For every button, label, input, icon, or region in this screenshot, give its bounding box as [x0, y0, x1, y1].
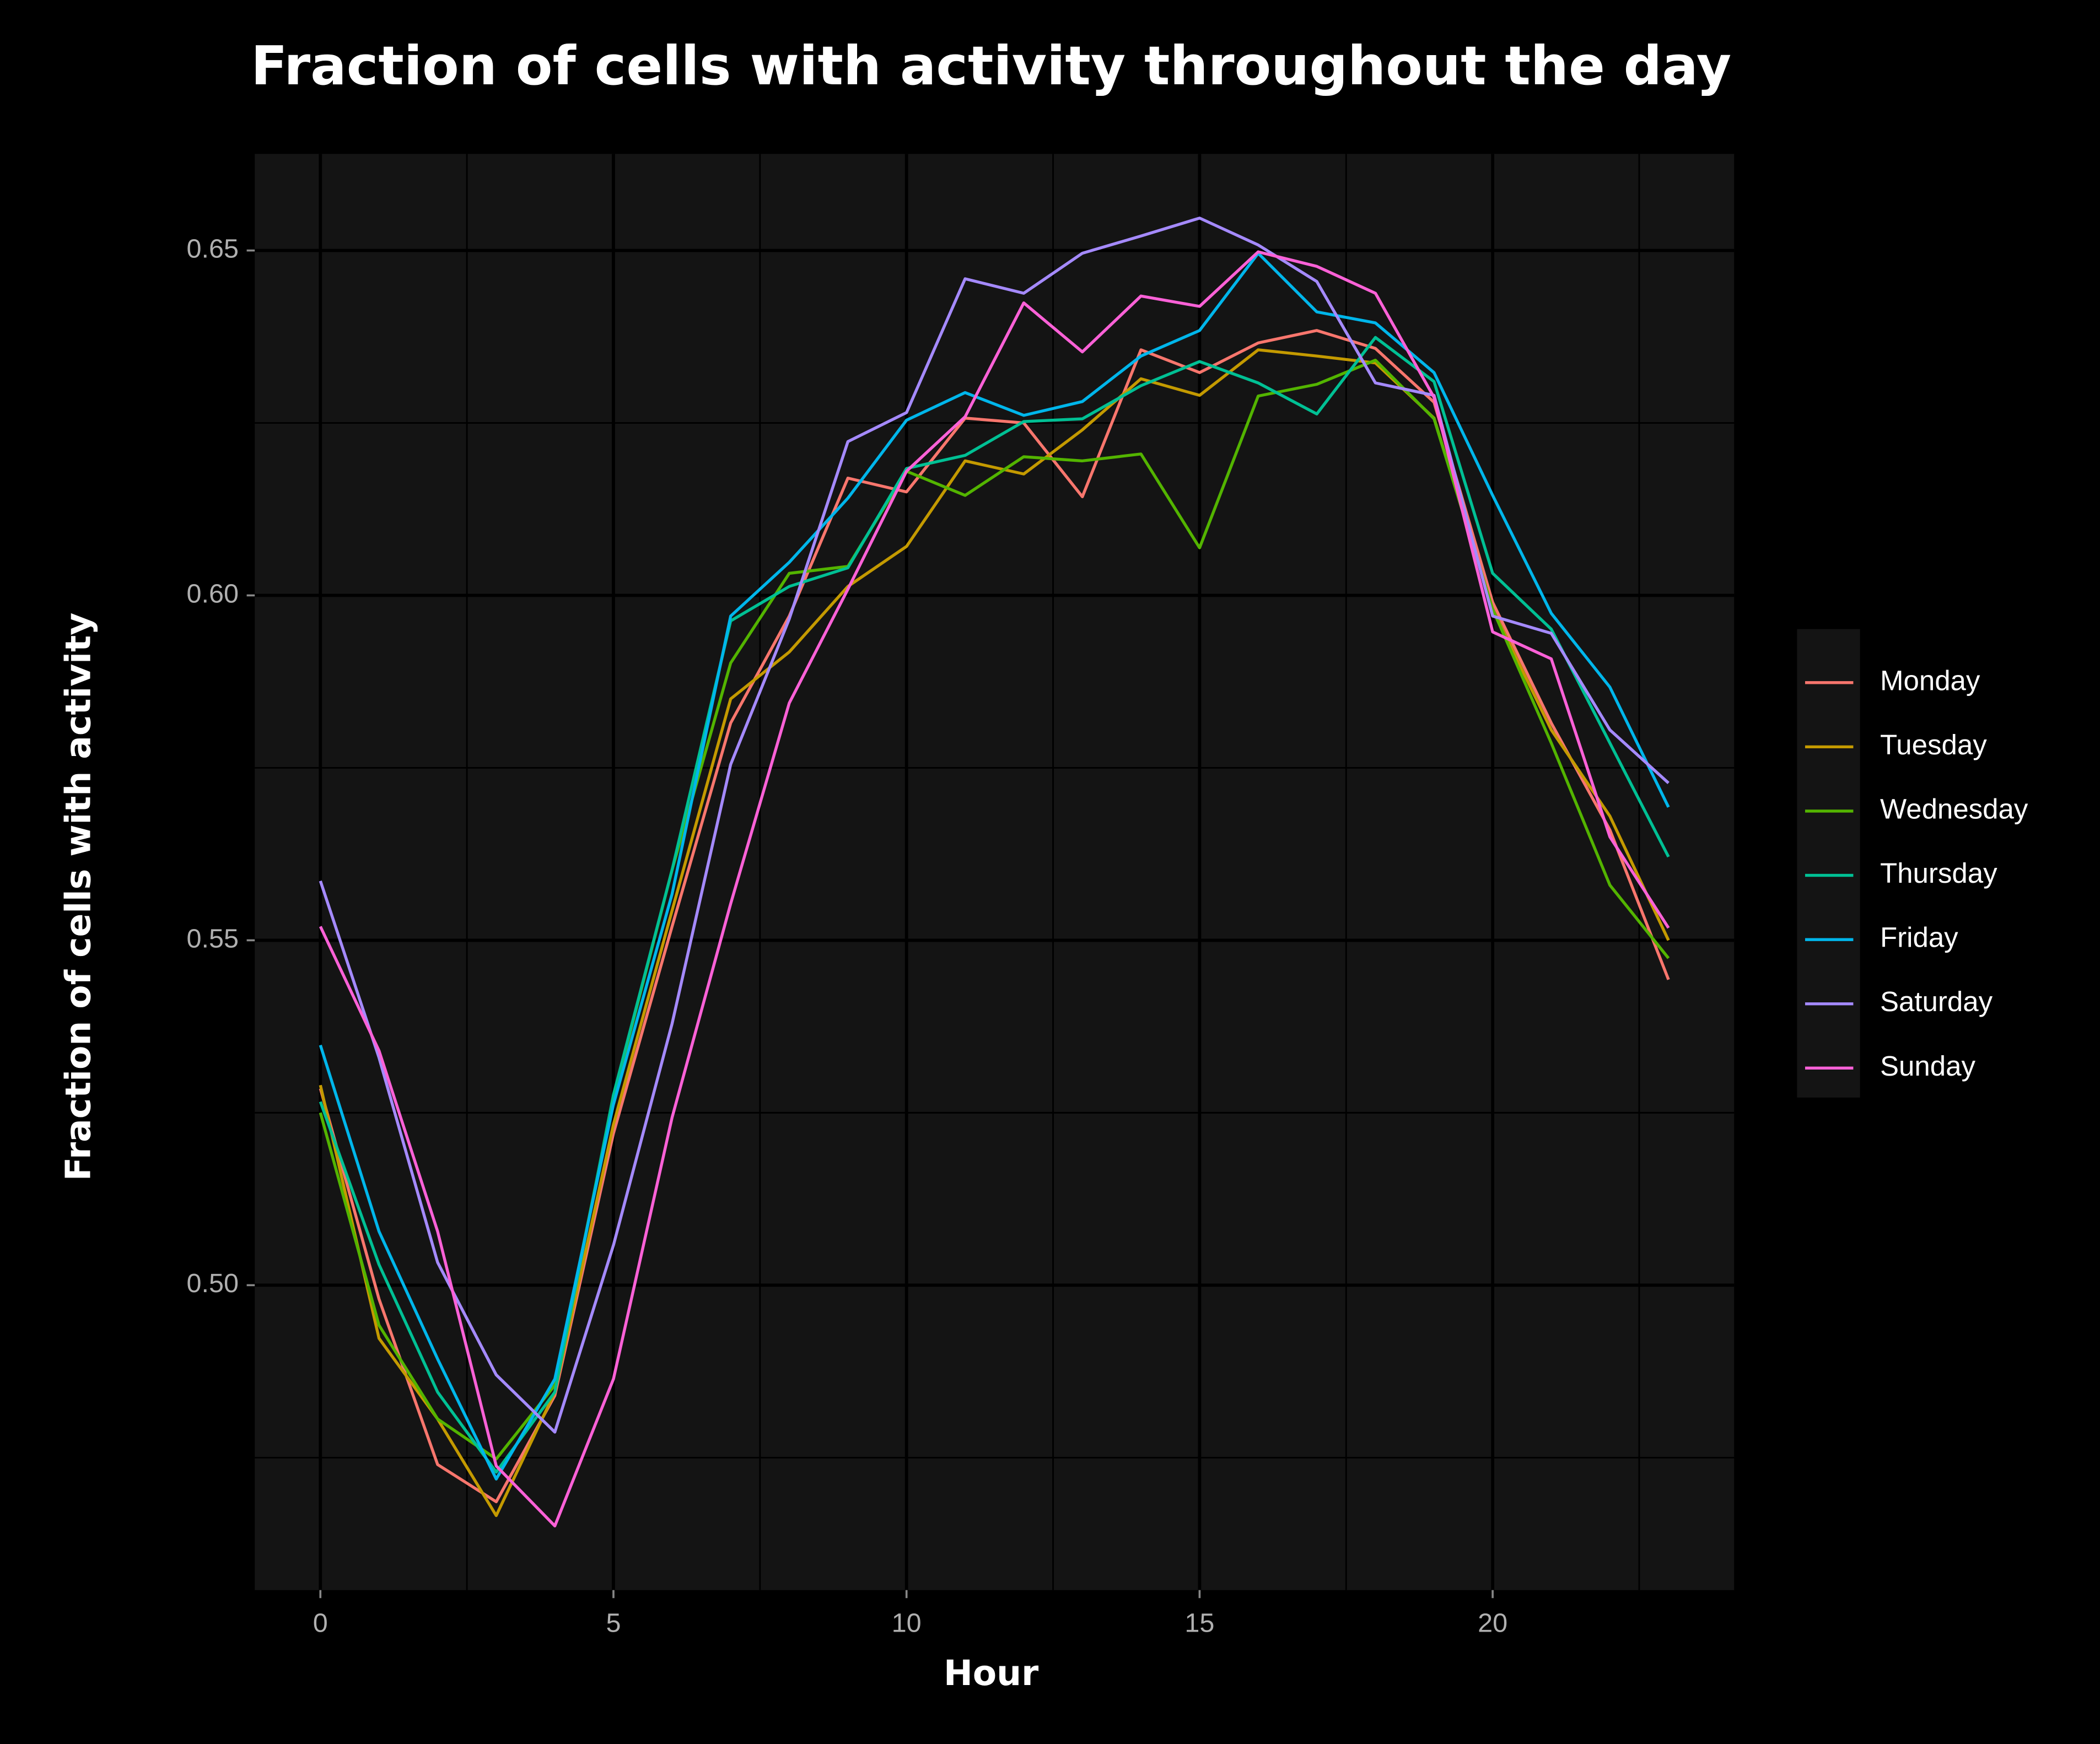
- legend-label: Thursday: [1880, 857, 1997, 889]
- x-tick-label: 5: [606, 1608, 621, 1638]
- y-tick-label: 0.55: [186, 924, 239, 953]
- x-tick-label: 0: [313, 1608, 328, 1638]
- legend-label: Wednesday: [1880, 793, 2028, 824]
- x-tick-label: 10: [892, 1608, 922, 1638]
- legend-label: Saturday: [1880, 986, 1993, 1017]
- chart-title: Fraction of cells with activity througho…: [251, 35, 1731, 97]
- series-line: [319, 250, 1670, 1527]
- legend-label: Friday: [1880, 922, 1958, 953]
- x-tick-label: 15: [1184, 1608, 1214, 1638]
- legend-box: [1797, 629, 1860, 1098]
- y-tick-label: 0.50: [186, 1268, 239, 1298]
- y-axis-title: Fraction of cells with activity: [57, 613, 98, 1181]
- y-tick-label: 0.60: [186, 579, 239, 608]
- series-line: [319, 251, 1670, 1481]
- legend-label: Monday: [1880, 665, 1980, 696]
- y-tick-label: 0.65: [186, 234, 239, 263]
- x-tick-label: 20: [1478, 1608, 1507, 1638]
- legend-label: Tuesday: [1880, 729, 1987, 760]
- legend-label: Sunday: [1880, 1050, 1975, 1082]
- x-axis-title: Hour: [944, 1653, 1038, 1693]
- plot-panel: [255, 154, 1735, 1590]
- series-line: [319, 336, 1670, 1474]
